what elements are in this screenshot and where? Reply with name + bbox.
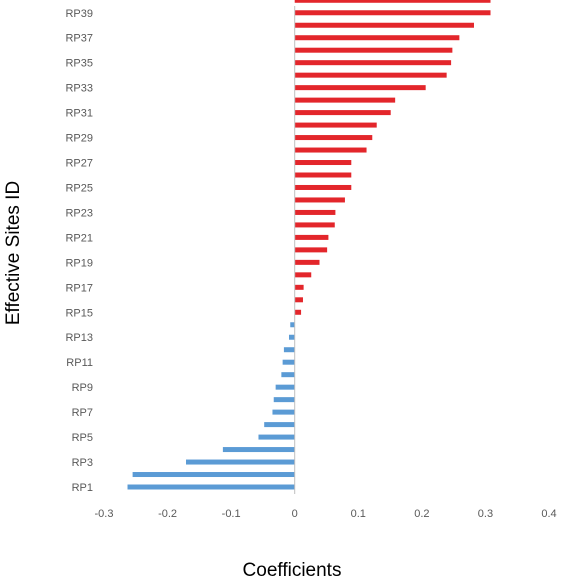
bar-rp38: [294, 22, 474, 28]
bar-rp11: [282, 359, 295, 365]
y-tick-label-rp29: RP29: [65, 133, 93, 145]
x-tick-label: -0.3: [95, 508, 114, 520]
bar-rp33: [294, 85, 426, 91]
bar-rp32: [294, 97, 396, 103]
bar-rp25: [294, 184, 352, 190]
y-tick-label-rp35: RP35: [65, 58, 93, 70]
bar-rp7: [272, 409, 295, 415]
x-tick-labels: -0.3 -0.2 -0.1 0 0.1 0.2 0.3 0.4: [95, 508, 557, 520]
bar-rp31: [294, 110, 391, 116]
x-tick-label: 0.4: [541, 508, 556, 520]
y-tick-label-rp21: RP21: [65, 232, 93, 244]
x-tick-label: 0.2: [414, 508, 429, 520]
y-tick-label-rp11: RP11: [66, 357, 93, 369]
bar-rp15: [294, 309, 302, 315]
y-tick-label-rp27: RP27: [65, 158, 93, 170]
y-tick-label-rp15: RP15: [65, 307, 93, 319]
bar-rp36: [294, 47, 453, 53]
y-tick-label-rp25: RP25: [65, 182, 93, 194]
bar-rp26: [294, 172, 352, 178]
bars: [127, 0, 491, 490]
bar-rp17: [294, 284, 304, 290]
bar-rp18: [294, 272, 312, 278]
bar-rp23: [294, 209, 336, 215]
x-tick-label: 0.3: [478, 508, 493, 520]
y-tick-label-rp13: RP13: [65, 332, 93, 344]
y-tick-label-rp31: RP31: [65, 108, 93, 120]
y-tick-label-rp23: RP23: [65, 207, 93, 219]
y-tick-label-rp17: RP17: [65, 282, 93, 294]
y-tick-labels: RP1 RP3 RP5 RP7 RP9 RP11 RP13 RP15 RP17 RP19 RP21 R…: [65, 8, 93, 494]
bar-rp30: [294, 122, 377, 128]
bar-rp5: [258, 434, 295, 440]
bar-rp22: [294, 222, 335, 228]
bar-rp10: [281, 372, 295, 378]
bar-rp8: [273, 397, 295, 403]
bar-rp9: [275, 384, 295, 390]
x-tick-label: -0.1: [222, 508, 241, 520]
bar-rp6: [264, 422, 295, 428]
bar-rp35: [294, 60, 452, 66]
x-tick-label: -0.2: [158, 508, 177, 520]
y-tick-label-rp1: RP1: [72, 482, 93, 494]
x-axis-title: Coefficients: [243, 560, 342, 580]
y-tick-label-rp3: RP3: [72, 457, 93, 469]
bar-rp4: [222, 447, 295, 453]
y-tick-label-rp19: RP19: [65, 257, 93, 269]
y-tick-label-rp39: RP39: [65, 8, 93, 20]
bar-rp27: [294, 160, 352, 166]
bar-rp3: [186, 459, 295, 465]
bar-rp24: [294, 197, 345, 203]
bar-rp37: [294, 35, 460, 41]
bar-rp16: [294, 297, 303, 303]
y-tick-label-rp37: RP37: [65, 33, 93, 45]
bar-rp19: [294, 259, 320, 265]
bar-rp12: [283, 347, 295, 353]
x-tick-label: 0.1: [351, 508, 366, 520]
bar-rp39: [294, 10, 491, 16]
y-tick-label-rp33: RP33: [65, 83, 93, 95]
bar-rp20: [294, 247, 328, 253]
x-tick-label: 0: [292, 508, 298, 520]
y-tick-label-rp9: RP9: [72, 382, 93, 394]
bar-rp21: [294, 234, 329, 240]
bar-rp1: [127, 484, 295, 490]
bar-rp28: [294, 147, 367, 153]
bar-rp13: [288, 334, 295, 340]
bar-rp40: [294, 0, 491, 3]
bar-rp14: [290, 322, 295, 328]
y-tick-label-rp5: RP5: [72, 432, 93, 444]
bar-rp34: [294, 72, 447, 78]
y-axis-title: Effective Sites ID: [3, 181, 24, 325]
y-tick-label-rp7: RP7: [72, 407, 93, 419]
bar-rp2: [132, 472, 295, 478]
bar-rp29: [294, 135, 373, 141]
